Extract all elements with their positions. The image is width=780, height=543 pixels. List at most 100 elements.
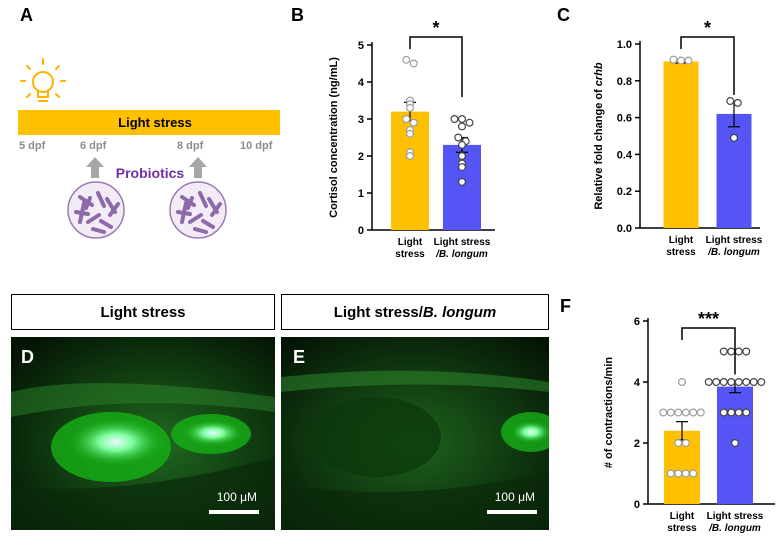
- x-tick-label: Light: [669, 235, 694, 246]
- data-point: [458, 114, 467, 123]
- data-point: [731, 439, 740, 448]
- data-point: [659, 408, 668, 417]
- data-point: [757, 377, 766, 386]
- scale-bar-label: 100 μM: [494, 490, 535, 504]
- data-point: [454, 133, 463, 142]
- x-tick-label: Light: [398, 237, 423, 248]
- x-tick-label: /B. longum: [707, 247, 760, 258]
- data-point: [666, 408, 675, 417]
- crhb-chart: Relative fold change of crhb 0.0 0.2 0.4 0.6…: [593, 20, 763, 258]
- data-point: [742, 408, 751, 417]
- micrograph-light-stress: D 100 μM: [11, 337, 275, 530]
- y-tick-label: 1.0: [617, 39, 632, 51]
- bar-c-0: [663, 61, 699, 229]
- data-point: [689, 408, 698, 417]
- data-point: [409, 59, 418, 68]
- scale-bar-label: 100 μM: [216, 490, 257, 504]
- panel-label-c: C: [557, 5, 570, 25]
- y-axis-label-prefix: Relative fold change of: [593, 86, 605, 209]
- data-point: [734, 408, 743, 417]
- y-tick-label: 0.4: [617, 149, 633, 161]
- x-tick-label: stress: [666, 247, 696, 258]
- data-point: [676, 56, 685, 65]
- timepoint-6dpf: 6 dpf: [80, 140, 107, 152]
- data-point: [719, 408, 728, 417]
- data-point: [719, 347, 728, 356]
- bacteria-icon: [169, 181, 227, 239]
- data-point: [726, 97, 735, 106]
- data-point: [696, 408, 705, 417]
- y-tick-label: 3: [358, 114, 364, 126]
- timepoint-8dpf: 8 dpf: [177, 140, 204, 152]
- data-point: [450, 114, 459, 123]
- data-point: [719, 377, 728, 386]
- bacteria-icon: [67, 181, 125, 239]
- panel-label-d: D: [21, 347, 34, 367]
- x-tick-label: /B. longum: [708, 523, 761, 534]
- cortisol-chart: Cortisol concentration (ng/mL) 0 1 2 3 4 5 Ligh…: [328, 20, 495, 260]
- image-e-header-species: B. longum: [422, 303, 497, 321]
- data-point: [402, 114, 411, 123]
- y-axis-label: Cortisol concentration (ng/mL): [328, 57, 340, 218]
- experiment-schematic: Light stress 5 dpf 6 dpf 8 dpf 10 dpf Pr…: [18, 58, 280, 239]
- data-point: [409, 118, 418, 127]
- data-point: [666, 469, 675, 478]
- panel-label-a: A: [20, 5, 33, 25]
- y-tick-label: 0.0: [617, 223, 632, 235]
- x-tick-label: Light: [670, 511, 695, 522]
- scale-bar: [487, 510, 537, 514]
- y-tick-label: 1: [358, 188, 364, 200]
- x-tick-label: stress: [395, 249, 425, 260]
- data-point: [742, 347, 751, 356]
- data-point: [674, 408, 683, 417]
- data-point: [749, 377, 758, 386]
- data-point: [727, 408, 736, 417]
- data-point: [733, 98, 742, 107]
- significance-marker: *: [432, 20, 439, 38]
- data-point: [742, 377, 751, 386]
- bar-c-1: [716, 113, 752, 228]
- data-point: [674, 439, 683, 448]
- timepoint-5dpf: 5 dpf: [19, 140, 46, 152]
- timepoint-10dpf: 10 dpf: [240, 140, 273, 152]
- data-point: [458, 140, 467, 149]
- image-e-header-prefix: Light stress/: [333, 303, 423, 321]
- data-point: [681, 408, 690, 417]
- significance-bracket: [409, 36, 463, 97]
- data-point: [465, 118, 474, 127]
- data-point: [681, 469, 690, 478]
- data-point: [405, 152, 414, 161]
- data-point: [734, 347, 743, 356]
- data-point: [684, 56, 693, 65]
- panel-label-b: B: [291, 5, 304, 25]
- data-point: [402, 55, 411, 64]
- data-point: [669, 55, 678, 64]
- panel-label-f: F: [560, 296, 571, 316]
- data-point: [734, 377, 743, 386]
- significance-bracket: [680, 36, 735, 96]
- up-arrow-icon: [86, 157, 104, 178]
- data-point: [681, 439, 690, 448]
- data-point: [405, 103, 414, 112]
- data-point: [674, 469, 683, 478]
- x-tick-label: Light stress: [434, 237, 491, 248]
- data-point: [458, 122, 467, 131]
- y-axis-label: Relative fold change of crhb: [593, 62, 605, 210]
- significance-bracket: [681, 327, 736, 375]
- y-tick-label: 4: [358, 77, 365, 89]
- image-d-header-text: Light stress: [100, 303, 186, 321]
- y-tick-label: 0: [358, 225, 364, 237]
- x-tick-label: Light stress: [706, 235, 763, 246]
- light-stress-bar: [18, 110, 280, 135]
- y-tick-label: 0.8: [617, 76, 632, 88]
- data-point: [458, 152, 467, 161]
- data-point: [405, 129, 414, 138]
- up-arrow-icon: [189, 157, 207, 178]
- y-axis-label: # of contractions/min: [603, 357, 615, 469]
- data-point: [677, 377, 686, 386]
- data-point: [689, 469, 698, 478]
- light-stress-bar-label: Light stress: [118, 115, 192, 130]
- x-tick-label: stress: [667, 523, 697, 534]
- data-point: [727, 377, 736, 386]
